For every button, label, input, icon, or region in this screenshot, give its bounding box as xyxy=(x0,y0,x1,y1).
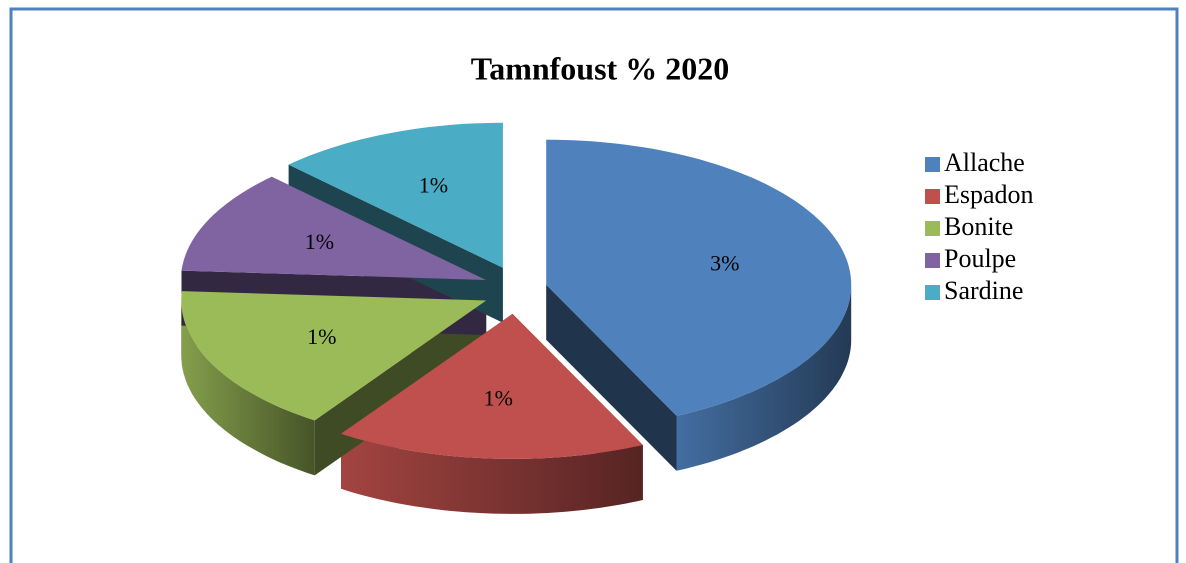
legend-swatch xyxy=(925,157,940,172)
slice-side xyxy=(341,433,643,514)
slice-wall xyxy=(546,284,677,471)
slice-side xyxy=(181,300,315,476)
chart-frame xyxy=(9,7,1179,563)
data-label: 1% xyxy=(419,172,448,197)
data-label: 1% xyxy=(484,386,513,411)
legend-label: Sardine xyxy=(944,276,1023,305)
slice xyxy=(181,176,486,280)
legend-label: Espadon xyxy=(944,180,1034,209)
data-label: 1% xyxy=(305,229,334,254)
legend-label: Allache xyxy=(944,148,1025,177)
slice xyxy=(546,139,852,416)
data-label: 3% xyxy=(710,251,739,276)
legend-swatch xyxy=(925,221,940,236)
legend-swatch xyxy=(925,189,940,204)
slice-side xyxy=(676,284,852,471)
legend-swatch xyxy=(925,253,940,268)
legend-label: Bonite xyxy=(944,212,1013,241)
chart-title: Tamnfoust % 2020 xyxy=(471,50,729,86)
data-label: 1% xyxy=(307,324,336,349)
legend-label: Poulpe xyxy=(944,244,1016,273)
slice xyxy=(181,291,487,421)
slice xyxy=(341,313,643,459)
slice xyxy=(288,122,503,268)
legend-swatch xyxy=(925,285,940,300)
